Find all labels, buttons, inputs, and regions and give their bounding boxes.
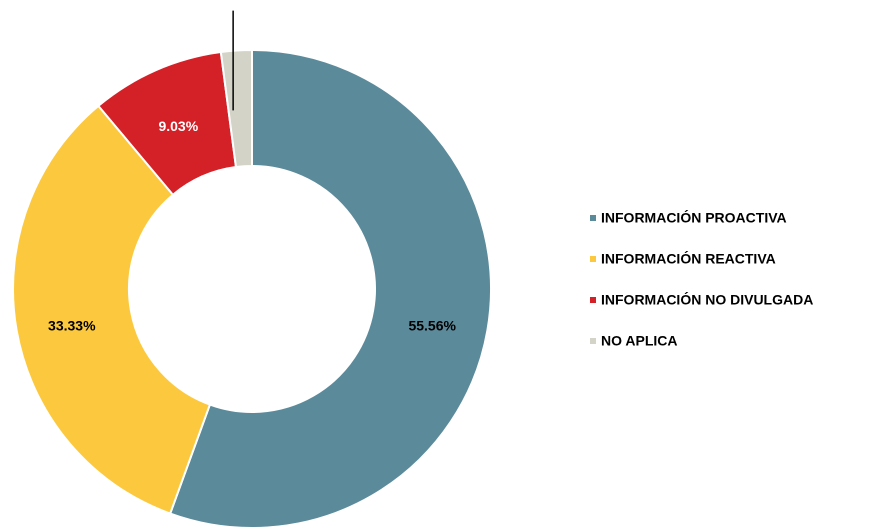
slice: [168, 48, 492, 529]
data-label: 55.56%: [408, 318, 456, 334]
legend-label: INFORMACIÓN PROACTIVA: [601, 209, 787, 226]
legend-label: NO APLICA: [601, 333, 677, 349]
data-label: 9.03%: [158, 118, 198, 134]
legend-swatch: [590, 256, 596, 262]
legend-swatch: [590, 215, 596, 221]
legend-label: INFORMACIÓN NO DIVULGADA: [601, 291, 813, 308]
slice: [219, 48, 253, 169]
legend-swatch: [590, 338, 596, 344]
legend-swatch: [590, 297, 596, 303]
data-label: 33.33%: [48, 317, 96, 333]
legend-label: INFORMACIÓN REACTIVA: [601, 250, 776, 267]
slice: [12, 104, 212, 515]
